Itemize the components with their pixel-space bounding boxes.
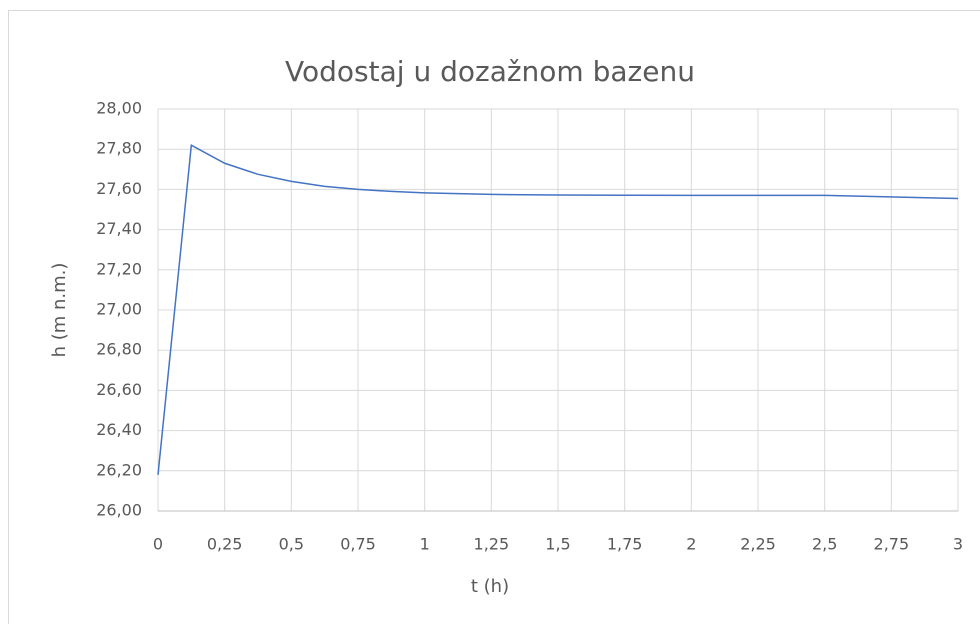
y-tick-label: 27,80 xyxy=(96,139,142,158)
x-tick-label: 1,75 xyxy=(607,535,643,554)
x-tick-label: 2 xyxy=(686,535,696,554)
x-tick-label: 3 xyxy=(953,535,963,554)
x-tick-label: 1,25 xyxy=(474,535,510,554)
y-tick-label: 28,00 xyxy=(96,99,142,118)
y-tick-label: 26,80 xyxy=(96,340,142,359)
y-tick-label: 27,20 xyxy=(96,259,142,278)
x-tick-label: 2,25 xyxy=(740,535,776,554)
x-tick-label: 1,5 xyxy=(545,535,570,554)
y-tick-label: 27,40 xyxy=(96,219,142,238)
y-tick-label: 27,00 xyxy=(96,300,142,319)
y-tick-label: 26,40 xyxy=(96,420,142,439)
x-tick-label: 0,75 xyxy=(340,535,376,554)
y-tick-label: 27,60 xyxy=(96,179,142,198)
y-tick-label: 26,60 xyxy=(96,380,142,399)
x-tick-label: 1 xyxy=(420,535,430,554)
y-tick-label: 26,20 xyxy=(96,460,142,479)
x-axis-label: t (h) xyxy=(471,576,509,597)
chart-border xyxy=(8,10,980,624)
x-tick-label: 0 xyxy=(153,535,163,554)
x-tick-label: 2,75 xyxy=(874,535,910,554)
chart-title: Vodostaj u dozažnom bazenu xyxy=(285,55,695,88)
y-tick-label: 26,00 xyxy=(96,501,142,520)
x-tick-label: 0,25 xyxy=(207,535,243,554)
data-line xyxy=(157,143,959,475)
x-tick-label: 0,5 xyxy=(279,535,304,554)
y-axis-label: h (m n.m.) xyxy=(49,263,70,358)
x-tick-label: 2,5 xyxy=(812,535,837,554)
